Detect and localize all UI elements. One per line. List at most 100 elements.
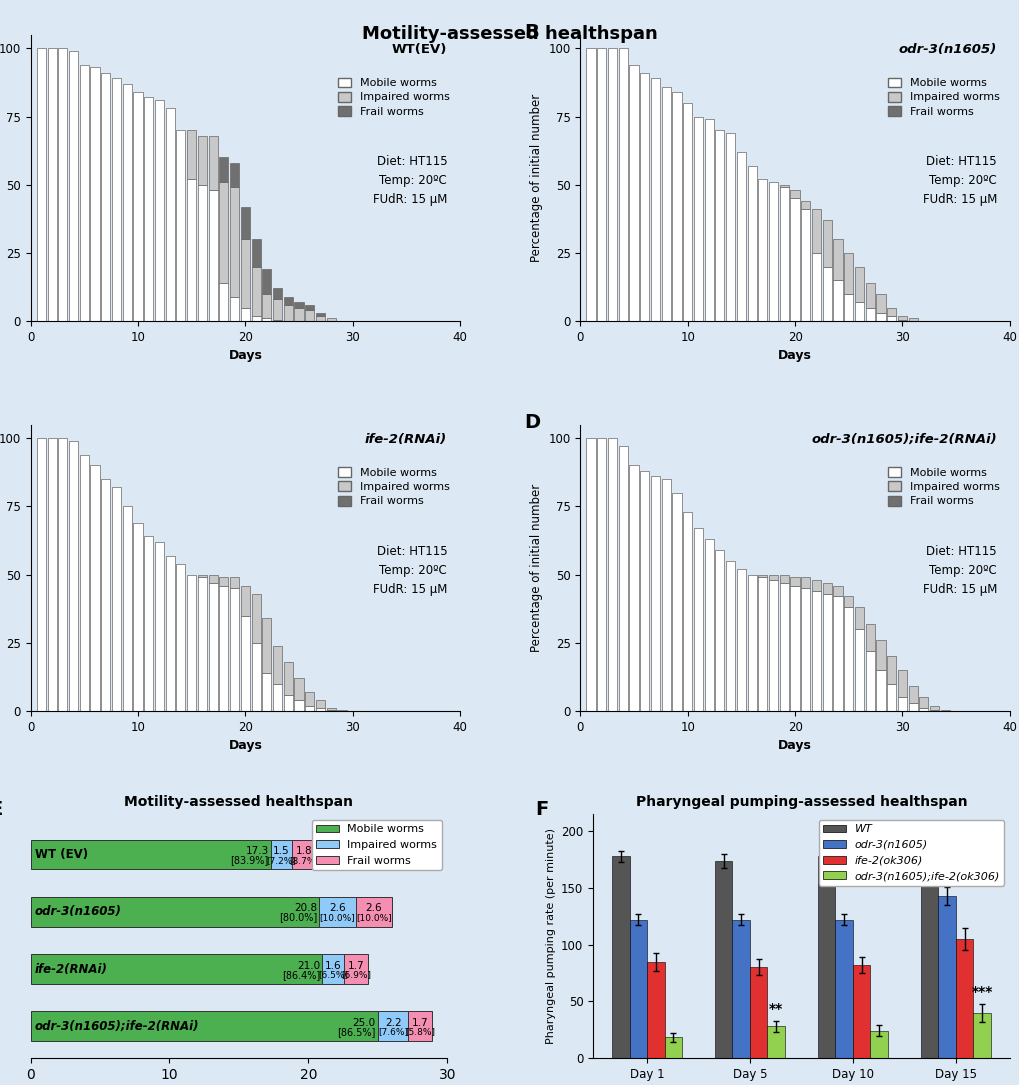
Bar (887, 684, 896, 711)
Bar (844, 294, 853, 321)
Bar (344, 954, 368, 984)
Text: ***: *** (970, 985, 991, 999)
Bar (672, 92, 681, 321)
Bar (252, 240, 261, 267)
Bar (155, 100, 164, 321)
Bar (811, 580, 820, 591)
Y-axis label: Percentage of initial number: Percentage of initial number (529, 93, 542, 263)
Bar (619, 49, 628, 321)
Bar (629, 65, 638, 321)
Bar (714, 550, 723, 711)
Bar (294, 307, 304, 321)
Bar (133, 92, 143, 321)
Bar (252, 642, 261, 711)
Bar (31, 840, 271, 869)
Bar (294, 302, 304, 307)
Bar (801, 201, 809, 209)
Text: 1.6: 1.6 (325, 960, 341, 971)
Bar (597, 49, 605, 321)
Text: [7.6%]: [7.6%] (378, 1027, 408, 1036)
Bar (822, 583, 832, 593)
Bar (640, 471, 649, 711)
Text: Diet: HT115
Temp: 20ºC
FUdR: 15 μM: Diet: HT115 Temp: 20ºC FUdR: 15 μM (373, 545, 446, 596)
Bar (790, 577, 799, 586)
Bar (122, 507, 131, 711)
Bar (262, 673, 271, 711)
Bar (186, 575, 196, 711)
Bar (779, 184, 788, 188)
Text: 2.6: 2.6 (365, 904, 381, 914)
X-axis label: Days: Days (228, 349, 262, 362)
Text: B: B (524, 23, 539, 42)
Bar (875, 640, 884, 671)
Text: [7.2%]: [7.2%] (266, 856, 296, 865)
Bar (208, 575, 217, 583)
Bar (176, 564, 185, 711)
Bar (283, 305, 292, 321)
Bar (844, 608, 853, 711)
Bar (897, 671, 906, 698)
Bar (262, 294, 271, 318)
Text: [5.8%]: [5.8%] (405, 1027, 435, 1036)
Bar (165, 556, 174, 711)
Bar (749, 968, 766, 1058)
Bar (262, 269, 271, 294)
Bar (144, 536, 153, 711)
Bar (908, 318, 917, 321)
Bar (291, 840, 317, 869)
Bar (704, 539, 713, 711)
Bar (208, 136, 217, 190)
Bar (811, 209, 820, 253)
Bar (629, 465, 638, 711)
Bar (714, 860, 732, 1058)
Bar (833, 597, 842, 711)
Bar (316, 312, 325, 316)
Text: [8.7%]: [8.7%] (289, 856, 319, 865)
Bar (176, 130, 185, 321)
Bar (747, 166, 756, 321)
Legend: WT, odr-3(n1605), ife-2(ok306), odr-3(n1605);ife-2(ok306): WT, odr-3(n1605), ife-2(ok306), odr-3(n1… (818, 820, 1004, 885)
Legend: Mobile worms, Impaired worms, Frail worms: Mobile worms, Impaired worms, Frail worm… (337, 77, 449, 116)
X-axis label: Days: Days (228, 739, 262, 752)
Bar (757, 575, 766, 577)
Bar (165, 108, 174, 321)
Text: 21.0: 21.0 (297, 960, 320, 971)
Bar (219, 577, 228, 586)
Bar (918, 709, 927, 711)
Title: Motility-assessed healthspan: Motility-assessed healthspan (124, 795, 354, 809)
Bar (219, 283, 228, 321)
Bar (629, 920, 646, 1058)
Text: D: D (524, 413, 540, 432)
Bar (844, 253, 853, 294)
Bar (101, 73, 110, 321)
Bar (219, 586, 228, 711)
Bar (611, 856, 629, 1058)
Text: [83.9%]: [83.9%] (230, 855, 269, 865)
Bar (79, 65, 89, 321)
Bar (186, 130, 196, 179)
Bar (757, 577, 766, 711)
Bar (377, 1011, 408, 1042)
Bar (865, 624, 874, 651)
Bar (144, 98, 153, 321)
Bar (252, 267, 261, 316)
Text: ife-2(RNAi): ife-2(RNAi) (35, 962, 108, 975)
Bar (875, 671, 884, 711)
Bar (252, 316, 261, 321)
Bar (683, 103, 692, 321)
Bar (319, 897, 356, 927)
Bar (887, 656, 896, 684)
Bar (155, 541, 164, 711)
Bar (779, 188, 788, 321)
Bar (91, 465, 100, 711)
Text: 1.5: 1.5 (273, 846, 289, 856)
Text: 17.3: 17.3 (246, 846, 269, 856)
Bar (240, 586, 250, 615)
Text: [86.4%]: [86.4%] (281, 970, 320, 980)
Bar (262, 618, 271, 673)
Bar (854, 267, 863, 302)
Bar (31, 1011, 377, 1042)
Text: odr-3(n1605): odr-3(n1605) (898, 43, 996, 56)
Bar (230, 188, 238, 296)
Bar (230, 588, 238, 711)
